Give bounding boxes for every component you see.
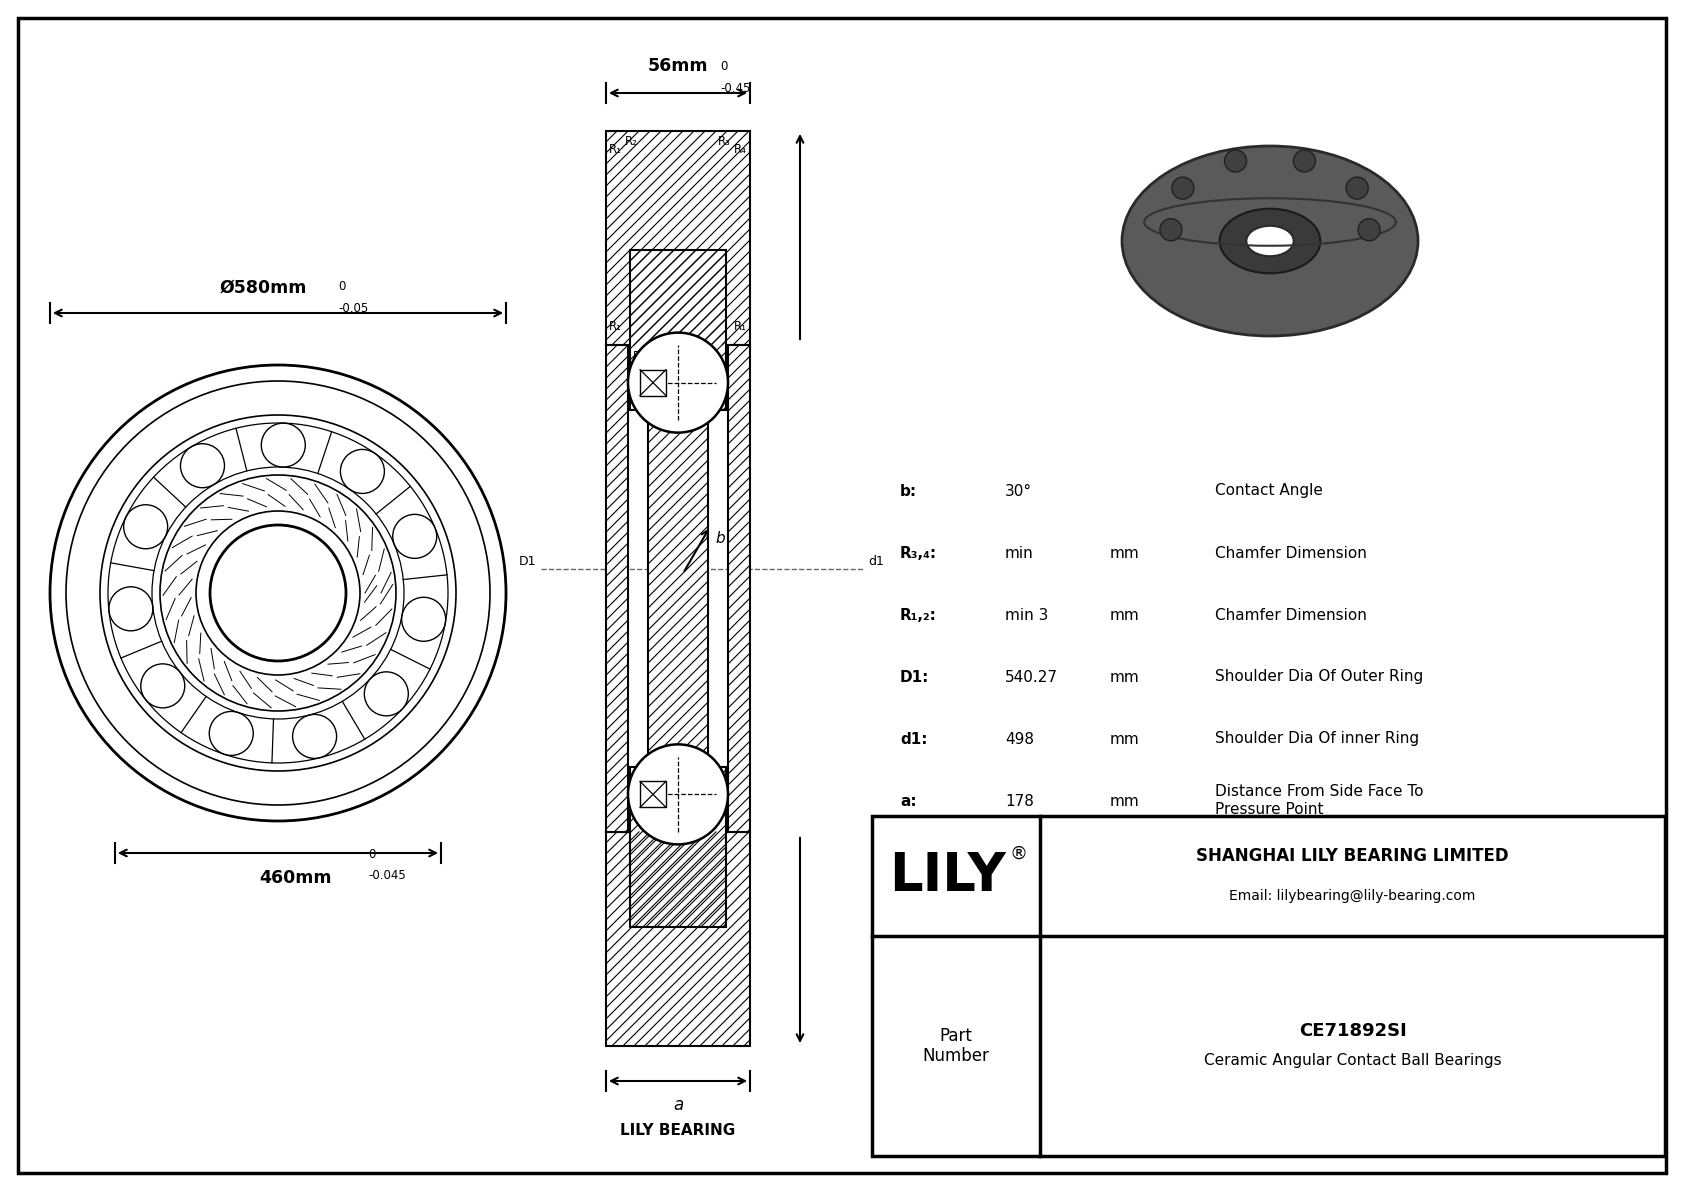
Circle shape [1160,219,1182,241]
Bar [640,781,665,807]
Text: R₁: R₁ [734,320,748,333]
Text: D1:: D1: [899,669,930,685]
Text: Contact Angle: Contact Angle [1214,484,1324,499]
Text: Pressure Point: Pressure Point [1214,803,1324,817]
Text: LILY: LILY [889,850,1007,902]
Text: -0.05: -0.05 [338,303,369,314]
Bar [648,410,707,767]
Text: 30°: 30° [1005,484,1032,499]
Text: a:: a: [899,793,916,809]
Text: mm: mm [1110,731,1140,747]
Circle shape [1357,219,1381,241]
Circle shape [1346,177,1367,199]
Text: min 3: min 3 [1005,607,1049,623]
Text: mm: mm [1110,669,1140,685]
Text: Shoulder Dia Of inner Ring: Shoulder Dia Of inner Ring [1214,731,1420,747]
Text: R₃: R₃ [717,135,731,148]
Text: min: min [1005,545,1034,561]
Text: 56mm: 56mm [648,57,709,75]
Text: Ø580mm: Ø580mm [219,279,306,297]
Text: b:: b: [899,484,918,499]
Bar [630,767,726,927]
Bar [606,345,628,831]
Ellipse shape [1219,208,1320,273]
Circle shape [1172,177,1194,199]
Ellipse shape [1122,146,1418,336]
Text: -0.045: -0.045 [369,869,406,883]
Text: R₂: R₂ [625,135,638,148]
Ellipse shape [1246,226,1293,256]
Text: R₁,₂:: R₁,₂: [899,607,936,623]
Text: Part
Number: Part Number [923,1027,990,1066]
Text: D1: D1 [519,555,536,568]
Text: Shoulder Dia Of Outer Ring: Shoulder Dia Of Outer Ring [1214,669,1423,685]
Bar [606,831,749,1046]
Text: d1:: d1: [899,731,928,747]
Text: 178: 178 [1005,793,1034,809]
Text: SHANGHAI LILY BEARING LIMITED: SHANGHAI LILY BEARING LIMITED [1196,847,1509,865]
Text: R₁: R₁ [610,143,621,156]
Text: d1: d1 [867,555,884,568]
Bar [872,816,1665,1156]
Bar [606,131,749,345]
Circle shape [1293,150,1315,172]
Text: Chamfer Dimension: Chamfer Dimension [1214,545,1367,561]
Text: 460mm: 460mm [259,869,332,887]
Text: R₂: R₂ [711,350,722,363]
Text: 0: 0 [721,60,727,73]
Text: R₃,₄:: R₃,₄: [899,545,936,561]
Circle shape [628,332,727,432]
Bar [640,369,665,395]
Text: a: a [674,1096,684,1114]
Text: 0: 0 [338,280,345,293]
Circle shape [628,744,727,844]
Text: CE71892SI: CE71892SI [1298,1022,1406,1040]
Text: b: b [716,531,726,545]
Bar [630,250,726,410]
Text: ®: ® [1009,844,1027,863]
Text: Email: lilybearing@lily-bearing.com: Email: lilybearing@lily-bearing.com [1229,888,1475,903]
Text: mm: mm [1110,793,1140,809]
Text: 498: 498 [1005,731,1034,747]
Text: R₁: R₁ [610,320,621,333]
Circle shape [1224,150,1246,172]
Text: mm: mm [1110,545,1140,561]
Text: Ceramic Angular Contact Ball Bearings: Ceramic Angular Contact Ball Bearings [1204,1054,1502,1068]
Bar [727,345,749,831]
Text: Chamfer Dimension: Chamfer Dimension [1214,607,1367,623]
Text: R₂: R₂ [633,350,647,363]
Text: mm: mm [1110,607,1140,623]
Text: Distance From Side Face To: Distance From Side Face To [1214,785,1423,799]
Text: 540.27: 540.27 [1005,669,1058,685]
Text: R₄: R₄ [734,143,748,156]
Text: 0: 0 [369,848,376,861]
Text: -0.45: -0.45 [721,82,751,95]
Text: LILY BEARING: LILY BEARING [620,1123,736,1137]
